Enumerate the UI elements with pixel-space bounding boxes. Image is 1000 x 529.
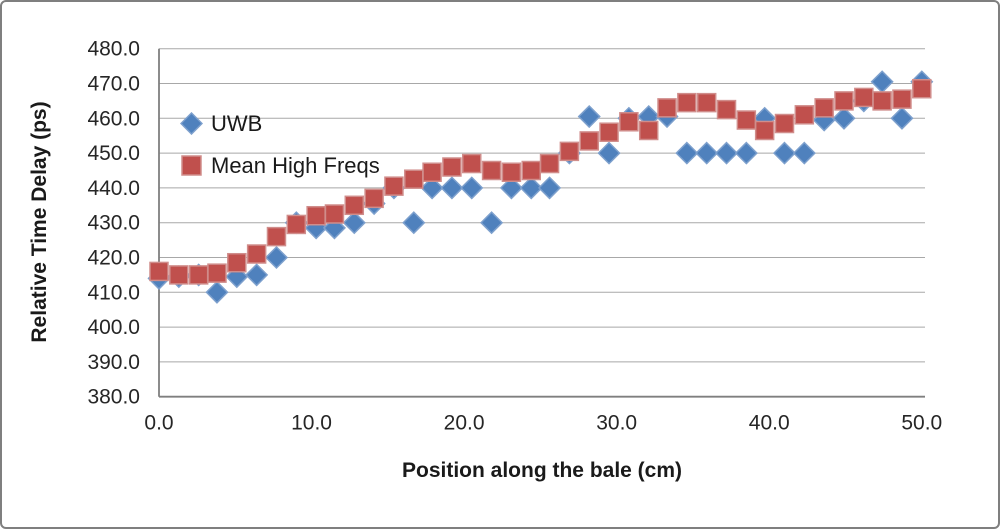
mean-high-freqs-point [912,78,932,99]
uwb-point [734,141,758,165]
mean-high-freqs-point [246,244,267,264]
mean-high-freqs-point [657,98,677,118]
y-tick-label: 480.0 [87,38,140,61]
x-axis-title: Position along the bale (cm) [401,459,683,482]
mean-high-freqs-square-icon [181,155,202,176]
y-tick-label: 470.0 [87,73,140,96]
mean-high-freqs-point [461,153,482,174]
y-tick-label: 450.0 [87,142,140,165]
y-tick-label: 390.0 [87,351,140,374]
mean-high-freqs-point [286,214,307,235]
mean-high-freqs-point [306,205,326,226]
uwb-point [402,211,426,235]
mean-high-freqs-point [559,141,580,162]
y-tick-label: 380.0 [87,386,140,409]
uwb-point [577,104,601,129]
mean-high-freqs-point [324,204,345,224]
uwb-point [460,176,484,200]
mean-high-freqs-point [521,160,541,181]
legend-label-mean-high-freqs: Mean High Freqs [211,152,380,178]
legend-label-uwb: UWB [211,110,263,136]
mean-high-freqs-point [619,112,639,132]
uwb-point [714,141,739,165]
uwb-diamond-icon [180,112,203,135]
uwb-point [440,176,464,200]
mean-high-freqs-point [169,265,189,285]
mean-high-freqs-point [774,113,795,134]
mean-high-freqs-point [892,89,912,109]
mean-high-freqs-point [404,169,424,189]
y-tick-label: 410.0 [87,281,140,304]
x-tick-label: 0.0 [144,412,173,435]
y-tick-label: 420.0 [87,247,140,270]
chart-legend: UWB Mean High Freqs [180,112,380,177]
uwb-point [499,176,523,200]
x-tick-label: 50.0 [901,412,942,435]
y-tick-label: 460.0 [87,107,140,130]
mean-high-freqs-point [579,131,599,151]
mean-high-freqs-point [422,162,442,182]
mean-high-freqs-point [442,157,462,177]
mean-high-freqs-point [754,120,775,141]
mean-high-freqs-point [149,261,169,282]
mean-high-freqs-point [696,92,717,113]
mean-high-freqs-point [794,105,815,125]
x-tick-label: 40.0 [749,412,790,435]
y-tick-label: 430.0 [87,212,140,235]
x-tick-label: 10.0 [291,412,332,435]
uwb-point [205,280,229,304]
mean-high-freqs-point [834,91,854,111]
mean-high-freqs-point [227,252,247,273]
uwb-point [519,176,543,200]
mean-high-freqs-point [364,188,384,209]
legend-item-mean-high-freqs: Mean High Freqs [180,154,380,177]
uwb-point [342,211,366,235]
mean-high-freqs-point [854,87,874,108]
mean-high-freqs-point [599,122,619,142]
uwb-point [597,141,621,165]
uwb-point [890,106,914,130]
uwb-point [675,141,699,165]
x-tick-label: 20.0 [444,412,485,435]
uwb-point [537,176,562,200]
y-axis-title: Relative Time Delay (ps) [28,101,51,343]
uwb-point [772,141,797,165]
mean-high-freqs-point [677,92,697,113]
mean-high-freqs-point [638,120,659,141]
uwb-point [480,211,504,235]
uwb-point [245,263,269,287]
mean-high-freqs-point [501,162,522,182]
mean-high-freqs-point [188,265,209,285]
x-tick-label: 30.0 [596,412,637,435]
mean-high-freqs-point [481,160,502,181]
uwb-point [420,176,444,200]
uwb-point [695,141,719,165]
mean-high-freqs-point [344,195,365,216]
y-tick-label: 440.0 [87,177,140,200]
mean-high-freqs-point [266,226,287,247]
mean-high-freqs-point [384,176,404,196]
mean-high-freqs-point [872,91,892,111]
mean-high-freqs-point [814,98,834,118]
mean-high-freqs-point [207,263,227,283]
uwb-point [870,70,894,94]
legend-item-uwb: UWB [180,112,380,135]
uwb-point [264,245,289,270]
mean-high-freqs-point [539,153,560,174]
uwb-point [832,106,856,130]
mean-high-freqs-point [736,110,757,130]
y-tick-label: 400.0 [87,316,140,339]
mean-high-freqs-point [716,99,737,120]
uwb-point [792,141,816,165]
